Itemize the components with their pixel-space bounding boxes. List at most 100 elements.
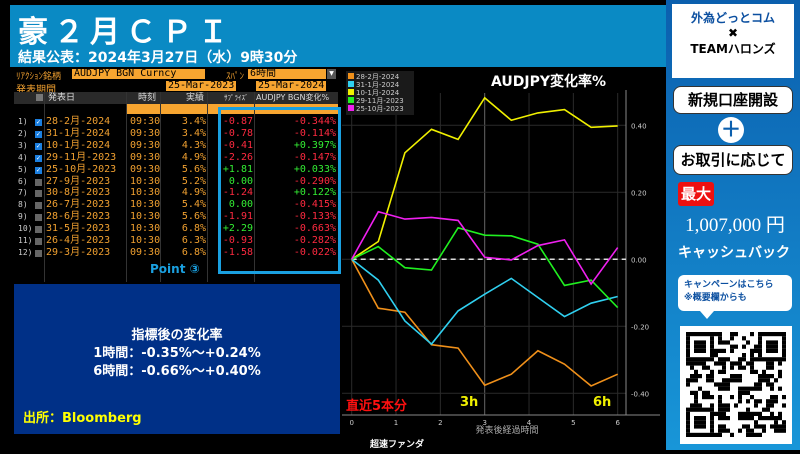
- release-date: 28-6月-2023: [46, 211, 111, 223]
- legend-item: 10-1月-2024: [348, 89, 412, 97]
- col-date[interactable]: 発表日: [48, 93, 76, 103]
- row-index: 12): [18, 247, 33, 257]
- table-row[interactable]: 1) ✓ 28-2月-2024 09:30 3.4% -0.87 -0.344%: [14, 116, 338, 128]
- series-line-4: [351, 210, 619, 286]
- row-index: 2): [18, 128, 28, 138]
- info-heading: 指標後の変化率: [131, 328, 223, 343]
- release-time-cell: 09:30: [130, 127, 161, 139]
- qr-code[interactable]: [680, 326, 792, 444]
- release-date: 28-2月-2024: [46, 116, 111, 127]
- row-index: 4): [18, 152, 28, 162]
- annotation-6h: 6h: [593, 395, 612, 410]
- col-surprise[interactable]: ｻﾌﾟﾗｲｽﾞ: [224, 94, 249, 102]
- legend-label: 31-1月-2024: [356, 81, 400, 89]
- legend-label: 29-11月-2023: [356, 97, 404, 105]
- x-tick-label: 2: [438, 419, 442, 427]
- series-line-1: [351, 258, 618, 346]
- table-row[interactable]: 4) ✓ 29-11月-2023 09:30 4.9% -2.26 -0.147…: [14, 152, 338, 164]
- brand1: 外為どっとコム: [690, 11, 775, 25]
- chart-title: AUDJPY変化率%: [490, 74, 607, 90]
- trade-button[interactable]: お取引に応じて: [673, 145, 793, 175]
- row-checkbox[interactable]: [35, 202, 42, 210]
- series-line-0: [350, 258, 619, 387]
- actual-value: 5.6%: [181, 211, 206, 223]
- row-checkbox[interactable]: ✓: [35, 129, 42, 138]
- change-value: +0.033%: [293, 163, 336, 175]
- row-checkbox[interactable]: ✓: [35, 153, 42, 162]
- table-row[interactable]: 7) 30-8月-2023 10:30 4.9% -1.24 +0.122%: [14, 187, 338, 199]
- open-account-button[interactable]: 新規口座開設: [673, 86, 793, 114]
- table-row[interactable]: 3) ✓ 10-1月-2024 09:30 4.3% -0.41 +0.397%: [14, 140, 338, 152]
- table-row[interactable]: 8) 26-7月-2023 10:30 5.4% 0.00 -0.415%: [14, 199, 338, 211]
- change-value: +0.397%: [293, 139, 336, 151]
- release-time-cell: 09:30: [130, 246, 161, 258]
- series-line-3: [351, 226, 619, 309]
- row-checkbox[interactable]: [35, 238, 42, 245]
- surprise-value: -1.58: [222, 246, 253, 258]
- table-row[interactable]: 2) ✓ 31-1月-2024 09:30 3.4% -0.78 -0.114%: [14, 128, 338, 140]
- source-label: 出所：Bloomberg: [23, 411, 142, 426]
- row-checkbox[interactable]: ✓: [35, 118, 42, 126]
- legend-swatch: [348, 81, 354, 87]
- row-checkbox[interactable]: ✓: [35, 165, 42, 174]
- table-row[interactable]: 5) ✓ 25-10月-2023 09:30 5.6% +1.81 +0.033…: [14, 164, 338, 176]
- table-row[interactable]: 10) 31-5月-2023 10:30 6.8% +2.29 -0.663%: [14, 223, 338, 235]
- col-time[interactable]: 時刻: [138, 93, 157, 103]
- qr-code-icon: [686, 332, 786, 437]
- y-tick-label: 0.40: [631, 122, 647, 130]
- release-date: 26-4月-2023: [46, 235, 111, 246]
- table-row[interactable]: 11) 26-4月-2023 10:30 6.3% -0.93 -0.282%: [14, 235, 338, 247]
- date-from-field[interactable]: 25-Mar-2023: [166, 80, 236, 91]
- actual-value: 5.6%: [181, 163, 206, 175]
- legend-item: 31-1月-2024: [348, 81, 412, 89]
- info-1h-range: 1時間：-0.35%〜+0.24%: [93, 346, 261, 361]
- campaign-bubble[interactable]: キャンペーンはこちら ※概要欄からも: [678, 275, 792, 311]
- highlight-box: [218, 107, 341, 274]
- period-label: 発表期間: [16, 85, 56, 96]
- legend-label: 28-2月-2024: [356, 73, 400, 81]
- release-date: 10-1月-2024: [46, 139, 111, 151]
- span-select[interactable]: 6時間: [248, 69, 326, 79]
- legend-item: 29-11月-2023: [348, 97, 412, 105]
- actual-value: 6.8%: [181, 223, 206, 235]
- legend-swatch: [348, 97, 354, 103]
- y-tick-label: 0.00: [631, 256, 647, 264]
- x-tick-label: 5: [571, 419, 575, 427]
- bubble-line2: ※概要欄からも: [684, 293, 747, 303]
- surprise-value: +1.81: [222, 163, 253, 175]
- page-title: 豪２月ＣＰＩ: [18, 15, 234, 50]
- change-value: -0.114%: [293, 127, 336, 139]
- col-change[interactable]: AUDJPY BGN変化%: [256, 93, 330, 102]
- row-index: 7): [18, 188, 28, 198]
- y-tick-label: -0.40: [631, 390, 649, 398]
- surprise-value: 0.00: [228, 175, 253, 187]
- col-actual[interactable]: 実績: [186, 93, 205, 103]
- change-value: -0.147%: [293, 151, 336, 163]
- annotation-recent: 直近5本分: [346, 399, 408, 414]
- surprise-value: 0.00: [228, 199, 253, 211]
- actual-value: 3.4%: [181, 127, 206, 139]
- table-row[interactable]: 12) 29-3月-2023 09:30 6.8% -1.58 -0.022%: [14, 247, 338, 259]
- chevron-down-icon[interactable]: ▼: [327, 69, 336, 79]
- row-checkbox[interactable]: [35, 226, 42, 234]
- row-checkbox[interactable]: ✓: [35, 141, 42, 150]
- surprise-value: -2.26: [222, 151, 253, 163]
- row-checkbox[interactable]: [35, 214, 42, 222]
- table-row[interactable]: 9) 28-6月-2023 10:30 5.6% -1.91 -0.133%: [14, 211, 338, 223]
- release-time-cell: 09:30: [130, 151, 161, 163]
- table-header: 発表日 時刻 実績 ｻﾌﾟﾗｲｽﾞ AUDJPY BGN変化%: [14, 92, 338, 104]
- surprise-value: +2.29: [222, 223, 253, 235]
- ticker-field[interactable]: AUDJPY BGN Curncy: [72, 69, 205, 79]
- row-checkbox[interactable]: [35, 190, 42, 198]
- release-time-cell: 10:30: [130, 199, 161, 211]
- row-index: 9): [18, 212, 28, 222]
- row-checkbox[interactable]: [35, 249, 42, 257]
- table-row[interactable]: 6) 27-9月-2023 10:30 5.2% 0.00 -0.290%: [14, 176, 338, 188]
- date-to-field[interactable]: 25-Mar-2024: [256, 80, 326, 91]
- select-all-checkbox[interactable]: [36, 94, 43, 101]
- row-checkbox[interactable]: [35, 178, 42, 186]
- span-label: ｽﾊﾟﾝ: [226, 72, 245, 82]
- promo-panel[interactable]: 外為どっとコム ✖ TEAMハロンズ 新規口座開設 ＋ お取引に応じて 最大 1…: [666, 0, 800, 450]
- line-chart: 0 1 2 3 4 5 6 0.40 0.20 0.00 -0.20 -0.40: [342, 90, 660, 427]
- legend-swatch: [348, 105, 354, 111]
